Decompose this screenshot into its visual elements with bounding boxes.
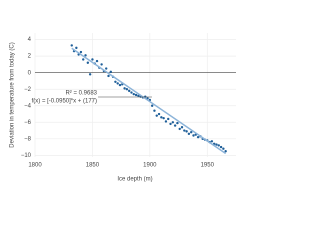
fit-line [71,47,227,155]
y-axis-label: Deviation in temperature from today (C) [10,42,16,147]
point [132,92,135,96]
point [116,82,119,85]
y-tick-label: 2 [28,54,32,60]
point [190,131,193,134]
y-tick-label: −4 [24,103,32,109]
point [210,140,214,143]
point [150,104,154,107]
point [185,130,188,133]
point [109,70,113,74]
point [123,87,126,90]
point [215,143,218,146]
point [219,145,223,149]
x-tick-label: 1900 [143,163,157,169]
point [86,61,90,64]
y-tick-label: −2 [24,87,32,93]
point [167,117,170,121]
point [84,54,87,57]
point [178,127,181,131]
point [192,134,195,137]
x-tick-label: 1800 [28,163,42,169]
point [217,144,220,147]
point [137,94,140,98]
chart: Ice depth (m) Deviation in temperature f… [10,33,236,183]
point [160,116,163,119]
point [82,58,85,61]
point [169,122,172,126]
y-tick-label: −8 [24,136,32,142]
point [91,58,94,61]
point [157,112,161,116]
point [127,89,131,93]
point [107,74,110,78]
x-axis-label: Ice depth (m) [117,177,152,183]
y-tick-label: −6 [24,120,32,126]
annotation-text: R² = 0.9683 [65,91,97,97]
point [79,50,83,54]
point [176,121,179,125]
x-tick-label: 1950 [201,163,215,169]
point [224,150,227,153]
y-tick-label: −10 [21,153,32,159]
point [173,124,177,127]
point [95,59,99,63]
point [171,121,175,124]
point [134,93,138,97]
point [155,114,158,117]
x-tick-label: 1850 [86,163,100,169]
point [196,135,200,139]
point [118,83,122,87]
point [153,109,156,112]
point [180,126,184,129]
point [222,147,225,150]
point [105,67,108,70]
point [162,116,165,120]
point [70,44,73,47]
point [183,129,186,132]
point [187,132,191,136]
point [75,46,78,50]
point [114,80,117,83]
point [130,91,133,94]
y-tick-label: 4 [28,37,32,43]
annotation-text: f(x) = [-0.0950]*x + (177) [32,99,97,105]
point [100,63,103,66]
point [88,73,92,76]
point [164,120,168,123]
y-tick-label: 0 [28,70,32,76]
point [125,88,129,91]
